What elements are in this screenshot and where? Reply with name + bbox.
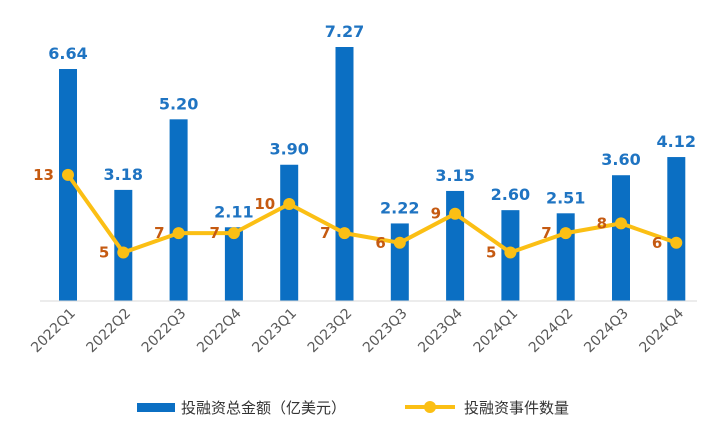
line-label-2024Q3: 8 bbox=[597, 214, 607, 232]
line-label-2024Q1: 5 bbox=[486, 244, 496, 262]
line-point-2024Q2 bbox=[559, 227, 572, 240]
legend-label-bar: 投融资总金额（亿美元） bbox=[181, 399, 346, 417]
legend-swatch-bar bbox=[137, 403, 175, 412]
line-path bbox=[66, 173, 677, 255]
bar-label-2023Q1: 3.90 bbox=[269, 140, 308, 159]
x-tick-2024Q1: 2024Q1 bbox=[471, 306, 522, 357]
x-tick-2022Q4: 2022Q4 bbox=[194, 305, 245, 356]
line-point-2024Q1 bbox=[504, 246, 517, 259]
x-tick-2024Q4: 2024Q4 bbox=[637, 305, 688, 356]
line-point-2022Q3 bbox=[172, 227, 185, 240]
bar-2024Q3 bbox=[612, 175, 630, 301]
line-point-2024Q3 bbox=[615, 217, 627, 230]
bar-label-2024Q3: 3.60 bbox=[601, 150, 640, 169]
line-label-2024Q4: 6 bbox=[652, 234, 662, 252]
bar-label-2024Q4: 4.12 bbox=[657, 132, 696, 151]
bar-series bbox=[59, 47, 686, 301]
bar-label-2022Q2: 3.18 bbox=[104, 165, 143, 184]
x-tick-2023Q3: 2023Q3 bbox=[360, 306, 411, 357]
legend: 投融资总金额（亿美元） 投融资事件数量 bbox=[137, 399, 569, 417]
x-tick-2024Q2: 2024Q2 bbox=[526, 306, 577, 357]
bar-2024Q2 bbox=[556, 213, 575, 301]
line-point-2023Q4 bbox=[449, 207, 462, 220]
line-point-2022Q4 bbox=[227, 227, 240, 240]
bar-2023Q1 bbox=[280, 164, 299, 301]
x-tick-2023Q2: 2023Q2 bbox=[305, 306, 356, 357]
line-label-2022Q4: 7 bbox=[209, 224, 219, 242]
bar-2024Q4 bbox=[667, 157, 686, 301]
bar-2022Q1 bbox=[59, 69, 77, 301]
line-data-labels: 13 5 7 7 10 7 6 9 5 7 8 6 bbox=[33, 166, 662, 262]
line-point-2024Q4 bbox=[670, 236, 683, 249]
line-label-2023Q1: 10 bbox=[254, 195, 275, 213]
x-tick-2024Q3: 2024Q3 bbox=[581, 306, 632, 357]
line-point-2023Q2 bbox=[338, 227, 351, 240]
line-label-2023Q3: 6 bbox=[375, 234, 385, 252]
line-point-2022Q1 bbox=[62, 168, 74, 181]
bar-label-2024Q2: 2.51 bbox=[546, 188, 585, 207]
bar-2022Q3 bbox=[169, 119, 188, 301]
line-series bbox=[62, 168, 683, 259]
line-label-2024Q2: 7 bbox=[541, 224, 551, 242]
bar-2023Q3 bbox=[390, 223, 409, 301]
bar-label-2022Q1: 6.64 bbox=[48, 44, 87, 63]
legend-swatch-marker bbox=[424, 401, 436, 413]
x-tick-2022Q1: 2022Q1 bbox=[28, 306, 79, 357]
line-point-2022Q2 bbox=[117, 246, 130, 259]
bar-data-labels: 6.64 3.18 5.20 2.11 3.90 7.27 2.22 3.15 2.60 2.51… bbox=[48, 22, 696, 221]
x-tick-2022Q3: 2022Q3 bbox=[139, 306, 190, 357]
x-tick-2023Q4: 2023Q4 bbox=[415, 305, 466, 356]
line-label-2022Q1: 13 bbox=[33, 166, 54, 184]
bar-2022Q4 bbox=[224, 227, 243, 301]
bar-label-2022Q3: 5.20 bbox=[159, 94, 198, 113]
bar-label-2023Q2: 7.27 bbox=[325, 22, 364, 41]
x-tick-2023Q1: 2023Q1 bbox=[249, 306, 300, 357]
bar-2022Q2 bbox=[114, 189, 133, 301]
bar-label-2023Q4: 3.15 bbox=[435, 166, 474, 185]
line-label-2022Q3: 7 bbox=[154, 224, 164, 242]
bar-2023Q2 bbox=[335, 47, 354, 301]
x-tick-2022Q2: 2022Q2 bbox=[84, 306, 135, 357]
x-tick-labels: 2022Q1 2022Q2 2022Q3 2022Q4 2023Q1 2023Q2 2023… bbox=[28, 305, 687, 356]
line-label-2023Q2: 7 bbox=[320, 224, 330, 242]
bar-label-2024Q1: 2.60 bbox=[491, 185, 530, 204]
line-label-2022Q2: 5 bbox=[99, 244, 109, 262]
line-point-2023Q3 bbox=[393, 236, 406, 249]
line-point-2023Q1 bbox=[283, 198, 296, 210]
legend-label-line: 投融资事件数量 bbox=[464, 399, 569, 417]
bar-label-2022Q4: 2.11 bbox=[214, 202, 253, 221]
bar-2023Q4 bbox=[446, 190, 465, 301]
bar-label-2023Q3: 2.22 bbox=[380, 198, 419, 217]
line-label-2023Q4: 9 bbox=[431, 205, 441, 223]
